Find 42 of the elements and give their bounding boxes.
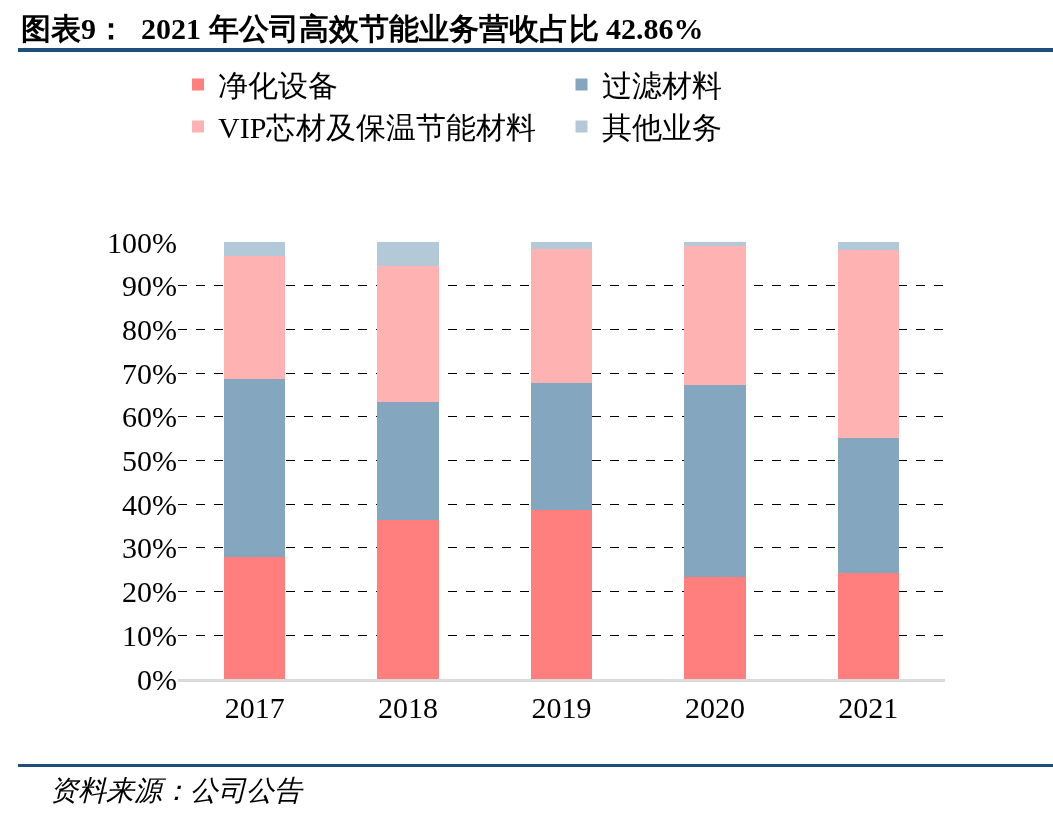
bar xyxy=(530,510,593,679)
x-tick-label: 2018 xyxy=(378,691,439,724)
bar xyxy=(684,242,746,247)
y-tick-label: 60% xyxy=(122,400,177,434)
x-tick-label: 2020 xyxy=(684,691,745,724)
bar xyxy=(377,265,439,402)
y-tick-label: 30% xyxy=(122,531,177,565)
y-tick-label: 10% xyxy=(122,618,177,652)
y-tick-label: 20% xyxy=(122,575,177,609)
bar xyxy=(684,246,746,386)
bar xyxy=(837,572,899,679)
x-tick-label: 2019 xyxy=(531,691,592,724)
y-tick-label: 50% xyxy=(122,444,177,477)
legend-label: 过滤材料 xyxy=(601,69,722,103)
y-tick-label: 80% xyxy=(122,312,177,346)
bar xyxy=(377,519,439,679)
bar xyxy=(684,385,746,578)
bar xyxy=(530,242,593,249)
y-tick-label: 0% xyxy=(137,662,177,696)
y-tick-label: 40% xyxy=(122,487,177,521)
legend-label: VIP芯材及保温节能材料 xyxy=(218,111,537,145)
x-tick-label: 2017 xyxy=(224,691,285,724)
bar xyxy=(224,378,286,558)
bar xyxy=(837,242,899,250)
bar xyxy=(837,438,899,573)
bar xyxy=(377,242,439,266)
bar xyxy=(837,249,899,439)
bar xyxy=(684,577,746,679)
legend-label: 净化设备 xyxy=(218,69,338,103)
bar xyxy=(530,383,593,511)
text: 资料来源：公司公告 xyxy=(50,775,304,806)
x-tick-label: 2021 xyxy=(838,691,899,724)
chart-title: 图表9： 2021 年公司高效节能业务营收占比 42.86% xyxy=(21,12,704,46)
bar xyxy=(224,242,286,256)
legend-label: 其他业务 xyxy=(601,111,722,145)
y-tick-label: 70% xyxy=(122,356,177,390)
y-tick-label: 100% xyxy=(107,225,177,259)
bar xyxy=(224,255,286,379)
y-tick-label: 90% xyxy=(122,269,177,303)
bar xyxy=(224,557,286,679)
bar xyxy=(530,248,593,384)
bar xyxy=(377,401,439,520)
